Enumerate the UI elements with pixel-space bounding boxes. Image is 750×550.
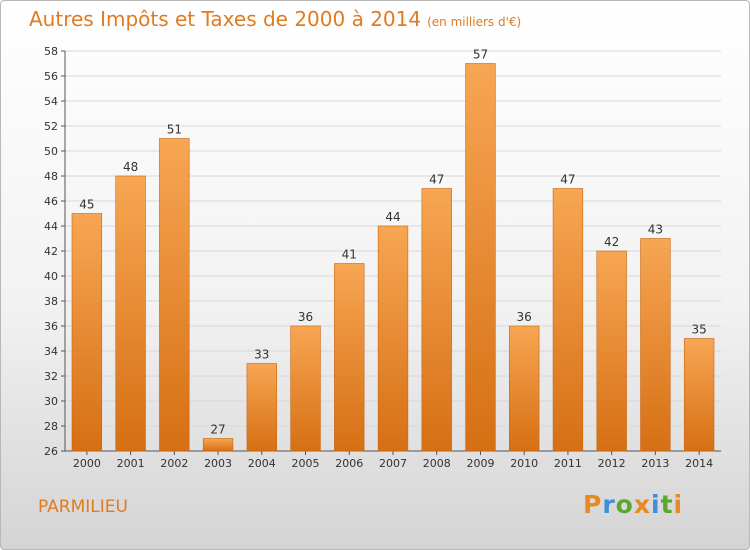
data-label-2007: 44 (385, 210, 400, 224)
bar-2001 (115, 175, 146, 452)
bar-2012 (596, 250, 627, 452)
data-label-2012: 42 (604, 235, 619, 249)
data-label-2001: 48 (123, 160, 138, 174)
y-tick-label: 40 (44, 270, 58, 283)
title-text: Autres Impôts et Taxes de 2000 à 2014 (29, 7, 422, 31)
bar-2008 (421, 188, 452, 452)
x-tick-label-2009: 2009 (466, 457, 494, 470)
x-tick-label-2000: 2000 (73, 457, 101, 470)
data-label-2008: 47 (429, 173, 444, 187)
y-tick-label: 52 (44, 120, 58, 133)
x-tick-label-2002: 2002 (160, 457, 188, 470)
y-tick-label: 46 (44, 195, 58, 208)
data-label-2000: 45 (79, 198, 94, 212)
y-tick-label: 32 (44, 370, 58, 383)
bar-2014 (683, 338, 715, 452)
commune-name: PARMILIEU (38, 497, 128, 517)
bar-2003 (202, 438, 234, 452)
x-tick-label-2006: 2006 (335, 457, 363, 470)
y-tick-label: 34 (44, 345, 58, 358)
bar-2005 (290, 325, 321, 452)
logo-letter: P (583, 490, 603, 519)
data-label-2006: 41 (342, 248, 357, 262)
x-tick-label-2001: 2001 (117, 457, 145, 470)
x-tick-label-2014: 2014 (685, 457, 713, 470)
data-label-2004: 33 (254, 348, 269, 362)
proxiti-logo: Proxiti (583, 490, 683, 519)
title-unit: (en milliers d'€) (427, 15, 522, 29)
y-tick-label: 50 (44, 145, 58, 158)
data-label-2002: 51 (167, 123, 182, 137)
bar-2009 (465, 63, 496, 452)
y-tick-label: 38 (44, 295, 58, 308)
y-tick-label: 30 (44, 395, 58, 408)
logo-letter: i (651, 490, 661, 519)
bar-2006 (334, 263, 365, 452)
x-tick-label-2010: 2010 (510, 457, 538, 470)
data-labels: 45 48 51 27 33 36 41 44 47 57 36 47 42 43 35 (79, 48, 707, 437)
data-label-2013: 43 (648, 223, 663, 237)
x-tick-label-2004: 2004 (248, 457, 276, 470)
bar-2002 (159, 138, 190, 452)
logo-letter: o (615, 490, 634, 519)
x-tick-label-2005: 2005 (292, 457, 320, 470)
data-label-2014: 35 (691, 323, 706, 337)
y-tick-label: 56 (44, 70, 58, 83)
data-label-2011: 47 (560, 173, 575, 187)
x-tick-labels: 2000 2001 2002 2003 2004 2005 2006 2007 2008 2009… (73, 457, 713, 470)
logo-letter: i (673, 490, 684, 519)
x-tick-label-2003: 2003 (204, 457, 232, 470)
data-label-2005: 36 (298, 310, 313, 324)
x-tick-label-2011: 2011 (554, 457, 582, 470)
bar-2000 (71, 213, 103, 452)
logo-letter: r (602, 490, 616, 519)
bar-2004 (246, 363, 277, 452)
x-tick-label-2013: 2013 (641, 457, 669, 470)
y-tick-label: 28 (44, 420, 58, 433)
bar-2010 (509, 325, 540, 452)
y-tick-label: 26 (44, 445, 58, 458)
data-label-2009: 57 (473, 48, 488, 62)
bar-2007 (377, 225, 409, 452)
y-tick-labels: 26 28 30 32 34 36 38 40 42 44 46 48 50 52 54 56 58 (44, 45, 58, 458)
y-tick-label: 54 (44, 95, 58, 108)
chart-title: Autres Impôts et Taxes de 2000 à 2014 (en… (29, 7, 521, 31)
data-label-2003: 27 (210, 423, 225, 437)
y-tick-label: 36 (44, 320, 58, 333)
bar-2013 (640, 238, 671, 452)
y-tick-label: 58 (44, 45, 58, 58)
x-tick-label-2008: 2008 (423, 457, 451, 470)
y-tick-label: 48 (44, 170, 58, 183)
x-tick-label-2007: 2007 (379, 457, 407, 470)
bars (71, 63, 715, 452)
bar-2011 (552, 188, 584, 452)
data-label-2010: 36 (517, 310, 532, 324)
y-tick-label: 42 (44, 245, 58, 258)
x-tick-label-2012: 2012 (598, 457, 626, 470)
logo-letter: x (633, 490, 651, 519)
logo-letter: t (660, 490, 674, 519)
y-tick-label: 44 (44, 220, 58, 233)
